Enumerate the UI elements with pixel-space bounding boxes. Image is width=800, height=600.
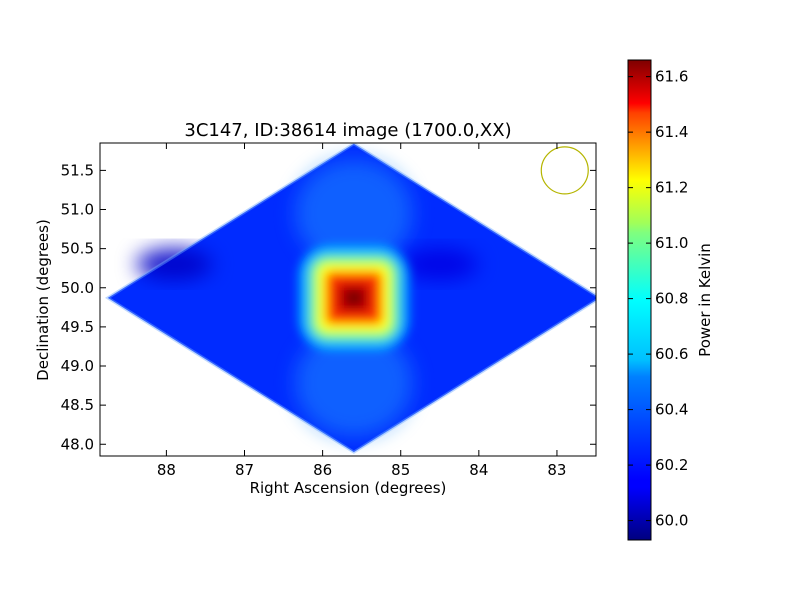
colorbar-tick-label: 60.0 [655,512,688,530]
x-tick-label: 88 [157,461,176,479]
plot-frame [99,142,597,457]
x-tick-label: 86 [313,461,332,479]
y-tick-label: 51.0 [61,201,94,219]
chart-title: 3C147, ID:38614 image (1700.0,XX) [184,120,511,141]
x-tick-label: 83 [547,461,566,479]
y-tick-label: 50.5 [61,240,94,258]
colorbar-tick-label: 60.2 [655,456,688,474]
colorbar: 60.0 60.2 60.4 60.6 60.8 61.0 61.2 61.4 61.6 Pow… [627,59,714,541]
y-tick-label: 49.5 [61,318,94,336]
colorbar-ticks: 60.0 60.2 60.4 60.6 60.8 61.0 61.2 61.4 61.6 [628,68,688,530]
x-axis-label: Right Ascension (degrees) [250,479,447,497]
colorbar-tick-label: 61.2 [655,179,688,197]
y-tick-label: 48.5 [61,396,94,414]
y-tick-label: 48.0 [61,435,94,453]
y-tick-label: 51.5 [61,161,94,179]
heatmap-edge [104,143,596,454]
colorbar-tick-label: 60.4 [655,401,688,419]
x-tick-label: 87 [235,461,254,479]
peak-core [343,288,364,307]
dark-region [401,248,478,281]
colorbar-gradient [628,60,651,540]
colorbar-tick-label: 61.4 [655,123,688,141]
heatmap-image [104,143,596,454]
y-tick-label: 50.0 [61,279,94,297]
x-tick-label: 84 [469,461,488,479]
colorbar-label: Power in Kelvin [696,243,714,357]
y-axis: 48.0 48.5 49.0 49.5 50.0 50.5 51.0 51.5 [61,161,596,453]
heatmap-lobes [294,159,413,437]
y-axis-label: Declination (degrees) [34,219,52,381]
heatmap-dark-regions [136,248,478,281]
colorbar-frame [627,59,652,541]
colorbar-tick-label: 60.8 [655,290,688,308]
x-axis: 88 87 86 85 84 83 [157,143,566,479]
y-tick-label: 49.0 [61,357,94,375]
beam-marker [540,146,589,195]
colorbar-tick-label: 60.6 [655,345,688,363]
plot-area [104,143,596,454]
colorbar-tick-label: 61.0 [655,234,688,252]
peak-halo [298,245,409,350]
x-tick-label: 85 [391,461,410,479]
colorbar-tick-label: 61.6 [655,68,688,86]
dark-region [136,248,213,281]
